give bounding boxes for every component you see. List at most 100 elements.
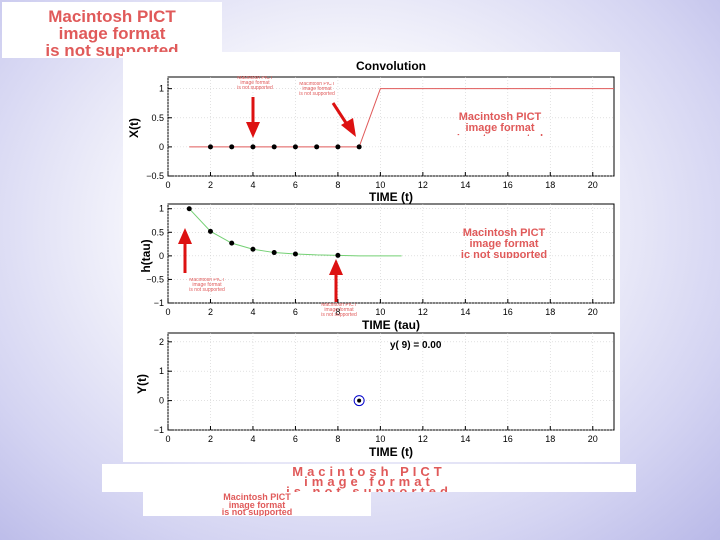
pict-line-3: is not supported — [189, 287, 225, 293]
pict-small-label-top-left: Macintosh PICT image format is not suppo… — [228, 76, 282, 96]
pict-line-3: is not supported — [299, 91, 335, 97]
axes-top-xlabel: TIME (t) — [369, 190, 413, 204]
x-tick-label: 16 — [503, 434, 513, 444]
arrow-middle-left — [178, 228, 192, 273]
pict-small-label-middle-right: Macintosh PICT image format is not suppo… — [310, 303, 368, 323]
y-tick-label: −0.5 — [146, 274, 164, 284]
data-point — [314, 144, 320, 150]
data-point — [271, 250, 277, 256]
data-point — [292, 144, 298, 150]
x-tick-label: 6 — [293, 307, 298, 317]
pict-small-label-top-right: Macintosh PICT image format is not suppo… — [290, 82, 344, 102]
data-point — [207, 228, 213, 234]
pict-line-1: Macintosh PICT — [462, 228, 546, 239]
y-tick-label: −1 — [154, 425, 164, 435]
y-tick-label: 2 — [159, 337, 164, 347]
x-tick-label: 12 — [418, 434, 428, 444]
pict-line-1: Macintosh PICT — [458, 112, 542, 123]
pict-line-1: Macintosh PICT — [223, 492, 291, 502]
y-tick-label: 0.5 — [151, 227, 164, 237]
x-tick-label: 4 — [250, 434, 255, 444]
x-tick-label: 12 — [418, 307, 428, 317]
x-tick-label: 8 — [335, 434, 340, 444]
axes-bottom-grid — [167, 333, 614, 431]
axes-top-ticks: 0 2 4 6 8 10 12 14 16 18 20−0.500.51 — [146, 84, 598, 190]
arrow-top-left — [246, 97, 260, 138]
x-tick-label: 20 — [588, 434, 598, 444]
axes-top-series — [189, 88, 614, 150]
y-tick-label: 0 — [159, 396, 164, 406]
x-tick-label: 8 — [335, 307, 340, 317]
x-tick-label: 16 — [503, 307, 513, 317]
y-tick-label: 0 — [159, 251, 164, 261]
x-tick-label: 0 — [165, 434, 170, 444]
axes-bottom-series — [353, 395, 365, 407]
arrow-middle-right — [329, 259, 343, 302]
pict-line-2: image format — [228, 499, 286, 510]
data-point — [292, 251, 298, 257]
data-point — [335, 144, 341, 150]
pict-line-1: Macintosh PICT — [189, 278, 225, 283]
axes-middle-ticks: 0 2 4 6 8 10 12 14 16 18 20 −1 −0.5 0 0.5 1 — [146, 204, 598, 317]
y-tick-label: −0.5 — [146, 171, 164, 181]
axes-bottom-xlabel: TIME (t) — [369, 445, 413, 459]
data-point — [357, 398, 362, 403]
pict-line-3: is not supported — [321, 312, 357, 318]
axes-middle-xlabel: TIME (tau) — [362, 318, 420, 332]
axes-top: 0 2 4 6 8 10 12 14 16 18 20−0.500.51 Convolution T… — [127, 59, 615, 204]
pict-line-2: image format — [469, 238, 539, 250]
axes-bottom-ylabel: Y(t) — [135, 374, 149, 394]
data-point — [335, 252, 341, 258]
x-tick-label: 10 — [375, 180, 385, 190]
pict-line-2: image format — [465, 122, 535, 134]
y-tick-label: 0.5 — [151, 113, 164, 123]
data-point — [271, 144, 277, 150]
x-tick-label: 0 — [165, 307, 170, 317]
x-tick-label: 18 — [545, 434, 555, 444]
pict-line-1: Macintosh PICT — [321, 303, 357, 308]
x-tick-label: 4 — [250, 180, 255, 190]
pict-line-2: image format — [302, 86, 332, 92]
data-point — [186, 206, 192, 212]
pict-line-2: image format — [58, 24, 166, 43]
arrow-top-right — [331, 102, 356, 137]
data-point — [207, 144, 213, 150]
axes-top-frame — [167, 76, 615, 177]
pict-placeholder-bottom-small: Macintosh PICT image format is not suppo… — [143, 492, 371, 516]
x-tick-label: 12 — [418, 180, 428, 190]
axes-bottom-frame — [167, 332, 615, 431]
x-tick-label: 20 — [588, 180, 598, 190]
pict-line-2: image format — [304, 473, 434, 489]
x-tick-label: 8 — [335, 180, 340, 190]
y-tick-label: 1 — [159, 204, 164, 214]
y-tick-label: −1 — [154, 298, 164, 308]
annotation-arrows — [178, 97, 356, 302]
pict-placeholder-top-plot: Macintosh PICT image format is not suppo… — [400, 112, 600, 136]
axes-middle: 0 2 4 6 8 10 12 14 16 18 20−1−0.500.51 TIME (tau) … — [139, 203, 615, 332]
axes-top-ylabel: X(t) — [127, 118, 141, 138]
y-tick-label: 0 — [159, 142, 164, 152]
x-tick-label: 10 — [375, 307, 385, 317]
x-tick-label: 14 — [460, 180, 470, 190]
x-tick-label: 14 — [460, 434, 470, 444]
data-point — [250, 144, 256, 150]
pict-line-2: image format — [324, 307, 354, 313]
data-point — [229, 240, 235, 246]
x-tick-label: 2 — [208, 434, 213, 444]
output-marker-ring — [353, 395, 365, 407]
pict-line-1: Macintosh PICT — [292, 464, 446, 479]
x-tick-label: 4 — [250, 307, 255, 317]
x-tick-label: 2 — [208, 307, 213, 317]
x-tick-label: 6 — [293, 434, 298, 444]
pict-line-2: image format — [192, 282, 222, 288]
pict-line-3: is not supported — [221, 507, 293, 516]
pict-placeholder-middle-plot: Macintosh PICT image format ic not suppo… — [414, 228, 594, 258]
x-tick-label: 10 — [375, 434, 385, 444]
data-point — [229, 144, 235, 150]
pict-placeholder-top-left: Macintosh PICT image format is not suppo… — [2, 2, 222, 58]
axes-middle-ylabel: h(tau) — [139, 239, 153, 272]
pict-line-3: ic not supported — [460, 249, 548, 259]
